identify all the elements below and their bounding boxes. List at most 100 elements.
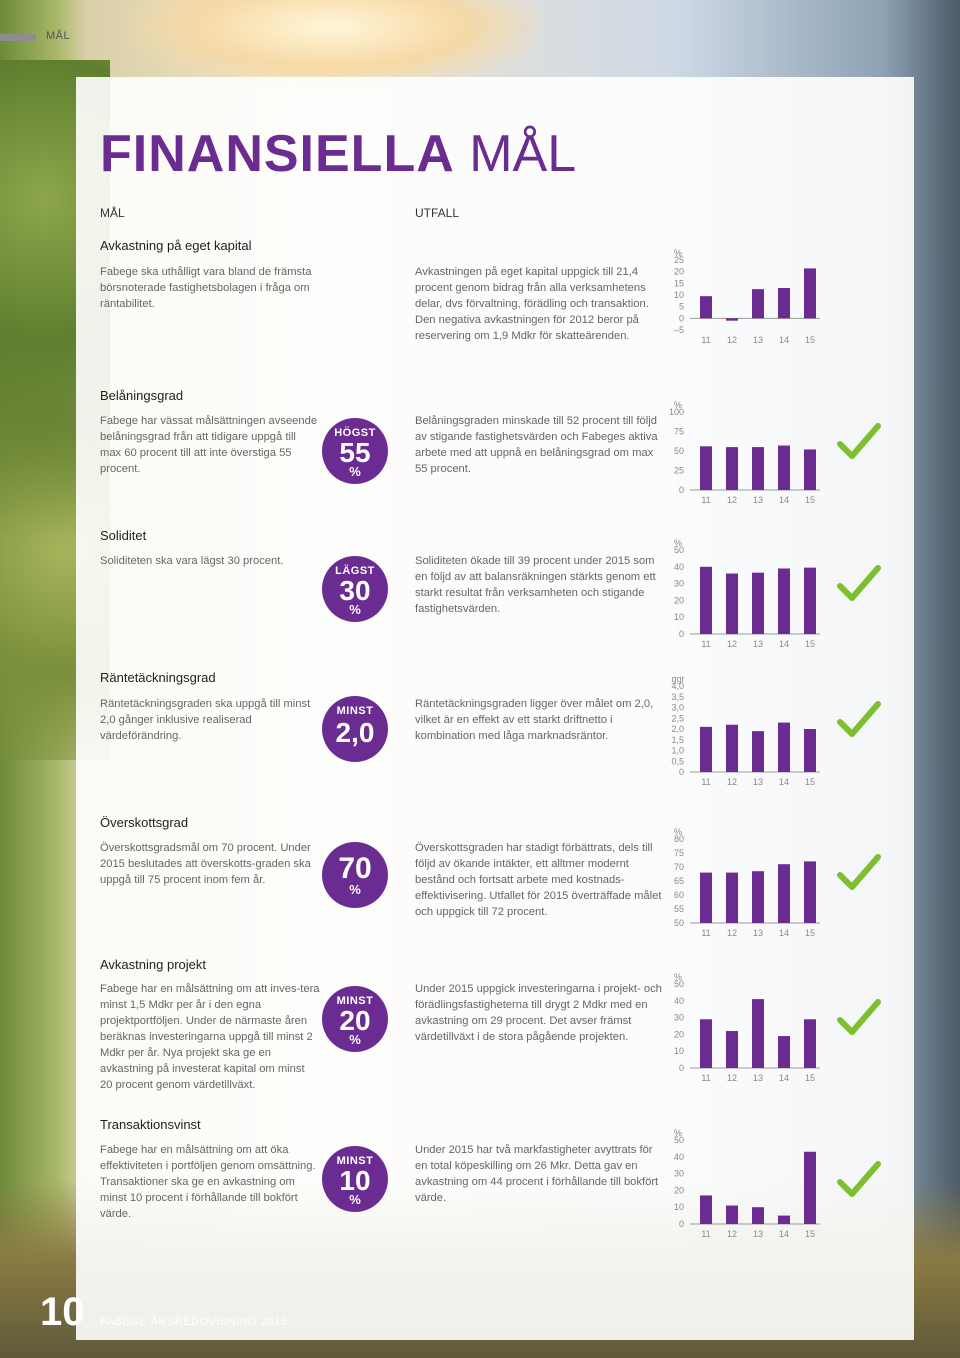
y-tick-label: 0 (679, 1219, 684, 1229)
badge-unit: % (349, 464, 361, 479)
page-title: FINANSIELLA MÅL (100, 124, 576, 184)
x-tick-label: 11 (701, 495, 710, 505)
section-title: Avkastning på eget kapital (100, 238, 252, 253)
x-tick-label: 11 (701, 928, 710, 938)
chart-bar (778, 1215, 790, 1224)
chart-bar (700, 726, 712, 772)
y-tick-label: 0,5 (671, 756, 684, 766)
goal-text: Fabege har vässat målsättningen avseende… (100, 415, 318, 475)
chart-bar (804, 729, 816, 772)
chart-bar (726, 318, 738, 321)
x-tick-label: 14 (779, 777, 789, 787)
content-panel (76, 77, 914, 1340)
y-tick-label: 0 (679, 1063, 684, 1073)
bar-chart: %100 75 50 25 0 11 12 13 14 15 (669, 400, 820, 505)
result-text: Under 2015 uppgick investeringarna i pro… (415, 983, 662, 1043)
chart-bar (752, 871, 764, 923)
chart-bar (778, 1036, 790, 1068)
checkmark-icon (837, 999, 881, 1035)
x-tick-label: 12 (727, 928, 737, 938)
badge-unit: % (349, 1192, 361, 1207)
target-badge: HÖGST 55% (322, 418, 388, 484)
checkmark-path (837, 854, 881, 890)
x-tick-label: 11 (701, 639, 710, 649)
chart-bar (752, 1207, 764, 1224)
x-tick-label: 11 (701, 777, 710, 787)
chart-bar (700, 872, 712, 923)
checkmark-icon (837, 423, 881, 459)
chart-unit-label: % (674, 1128, 682, 1138)
result-text: Avkastningen på eget kapital uppgick til… (415, 266, 649, 342)
x-tick-label: 15 (805, 495, 815, 505)
section-title: Avkastning projekt (100, 957, 206, 972)
y-tick-label: 100 (669, 407, 684, 417)
checkmark-icon (837, 854, 881, 890)
chart-bar (726, 1205, 738, 1224)
checkmark-icon (837, 701, 881, 737)
y-tick-label: 50 (674, 918, 684, 928)
target-badge: 70% (322, 842, 388, 908)
background-sun-glow (120, 0, 540, 90)
y-tick-label: 10 (674, 1202, 684, 1212)
y-tick-label: 4,0 (671, 681, 684, 691)
y-tick-label: 50 (674, 1135, 684, 1145)
column-head-result: UTFALL (415, 206, 460, 220)
section-title: Soliditet (100, 528, 147, 543)
x-tick-label: 14 (779, 1073, 789, 1083)
badge-label: MINST (336, 705, 374, 717)
chart-unit-label: ggr (671, 674, 684, 684)
badge-value: 55 (339, 437, 371, 468)
y-tick-label: 0 (679, 767, 684, 777)
y-tick-label: 80 (674, 834, 684, 844)
y-tick-label: 30 (674, 1013, 684, 1023)
chart-bar (752, 999, 764, 1068)
x-tick-label: 13 (753, 777, 763, 787)
y-tick-label: 0 (679, 313, 684, 323)
goal-text: Fabege har en målsättning om att öka eff… (100, 1144, 316, 1220)
x-tick-label: 15 (805, 1073, 815, 1083)
x-tick-label: 14 (779, 639, 789, 649)
x-tick-label: 13 (753, 495, 763, 505)
badge-value: 30 (339, 575, 371, 606)
footer-text: FABEGE ÅRSREDOVISNING 2015 (100, 1316, 288, 1328)
x-tick-label: 12 (727, 1229, 737, 1239)
x-tick-label: 14 (779, 495, 789, 505)
bar-chart: %50 40 30 20 10 0 11 12 13 14 15 (674, 1128, 820, 1239)
header-bar (0, 34, 36, 41)
section-title: Belåningsgrad (100, 388, 184, 403)
y-tick-label: 40 (674, 562, 684, 572)
column-head-goal: MÅL (100, 206, 125, 220)
y-tick-label: 55 (674, 904, 684, 914)
y-tick-label: 30 (674, 579, 684, 589)
y-tick-label: 25 (674, 255, 684, 265)
x-tick-label: 12 (727, 1073, 737, 1083)
x-tick-label: 12 (727, 639, 737, 649)
y-tick-label: 60 (674, 890, 684, 900)
x-tick-label: 13 (753, 1073, 763, 1083)
badge-value: 10 (339, 1165, 371, 1196)
checkmark-icon (837, 1161, 881, 1197)
y-tick-label: 25 (674, 466, 684, 476)
x-tick-label: 15 (805, 1229, 815, 1239)
y-tick-label: 40 (674, 996, 684, 1006)
y-tick-label: 75 (674, 427, 684, 437)
y-tick-label: 20 (674, 1029, 684, 1039)
x-tick-label: 14 (779, 335, 789, 345)
badge-value: 2,0 (335, 717, 375, 748)
chart-bar (804, 268, 816, 319)
y-tick-label: 3,0 (671, 703, 684, 713)
chart-bar (700, 1195, 712, 1224)
goal-text: Soliditeten ska vara lägst 30 procent. (100, 555, 284, 567)
chart-bar (700, 296, 712, 319)
chart-unit-label: % (674, 538, 682, 548)
chart-bar (752, 447, 764, 490)
chart-bar (804, 861, 816, 923)
section-title: Överskottsgrad (100, 815, 189, 830)
chart-bar (726, 1031, 738, 1068)
chart-bar (778, 288, 790, 319)
x-tick-label: 12 (727, 777, 737, 787)
chart-bar (804, 449, 816, 490)
badge-unit: % (349, 602, 361, 617)
result-text: Soliditeten ökade till 39 procent under … (415, 555, 656, 615)
chart-bar (726, 724, 738, 772)
